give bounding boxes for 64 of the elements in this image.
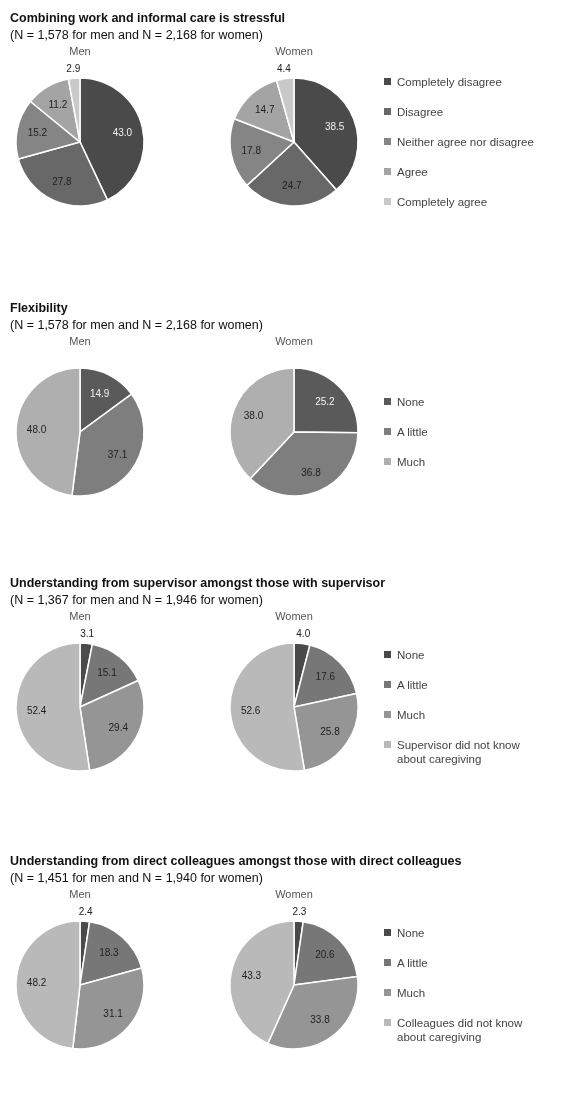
data-label: 14.7 [255,104,275,116]
chart-subtitle: (N = 1,367 for men and N = 1,946 for women) [10,593,263,607]
data-label: 38.0 [243,410,264,422]
data-label: 2.9 [66,62,81,74]
data-label: 20.6 [315,948,336,960]
legend-label: None [397,927,425,940]
slice-label: Women [275,45,313,57]
slice-label: Men [69,610,91,622]
data-label: 52.6 [240,705,261,717]
legend-label: Much [397,987,426,1000]
data-label: 18.3 [99,946,120,958]
legend-label: Agree [397,166,428,179]
data-label: 2.3 [292,905,307,917]
data-label: 27.8 [52,176,73,188]
slice-label: Men [69,888,91,900]
legend-label: None [397,396,425,409]
slice-label: Women [275,335,313,347]
chart-title: Combining work and informal care is stressful [10,11,286,25]
slice-label: Men [69,45,91,57]
slice-label: Men [69,335,91,347]
data-label: 37.1 [107,448,128,460]
data-label: 4.4 [276,63,292,75]
legend-label: Disagree [397,106,444,119]
data-label: 36.8 [301,466,322,478]
slice-label: Women [275,888,313,900]
data-label: 43.3 [241,970,262,982]
legend-label: A little [397,426,428,439]
data-label: 24.7 [282,179,302,191]
data-label: 4.0 [296,628,311,640]
data-label: 15.1 [97,667,118,679]
legend-label: Completely agree [397,196,488,209]
legend-label: Much [397,709,426,722]
chart-title: Understanding from supervisor amongst those with supervisor [10,576,386,590]
legend-label: Completely disagree [397,76,502,89]
data-label: 52.4 [26,704,47,716]
legend-label: Colleagues did not know about caregiving [397,1017,523,1044]
data-label: 14.9 [89,387,110,399]
chart-subtitle: (N = 1,578 for men and N = 2,168 for women) [10,318,263,332]
chart-title: Flexibility [10,301,68,315]
chart-subtitle: (N = 1,451 for men and N = 1,940 for women) [10,871,263,885]
legend-label: Neither agree nor disagree [397,136,534,149]
slice-label: Women [275,610,313,622]
data-label: 11.2 [48,99,68,111]
data-label: 25.2 [315,395,336,407]
legend-label: Supervisor did not know about caregiving [397,739,521,766]
legend-label: Much [397,456,426,469]
chart-subtitle: (N = 1,578 for men and N = 2,168 for women) [10,28,263,42]
data-label: 17.8 [241,144,262,156]
legend-label: A little [397,679,428,692]
data-label: 38.5 [324,121,345,133]
data-label: 3.1 [80,627,95,639]
data-label: 15.2 [27,127,48,139]
legend-label: A little [397,957,428,970]
data-label: 48.0 [26,423,47,435]
data-label: 43.0 [112,126,133,138]
chart-title: Understanding from direct colleagues amongst those with direct colleagues [10,854,462,868]
data-label: 29.4 [108,722,129,734]
legend-label: None [397,649,425,662]
data-label: 33.8 [310,1014,331,1026]
data-label: 48.2 [26,977,47,989]
data-label: 2.4 [78,905,93,917]
data-label: 17.6 [315,671,336,683]
data-label: 25.8 [320,725,341,737]
data-label: 31.1 [103,1007,124,1019]
